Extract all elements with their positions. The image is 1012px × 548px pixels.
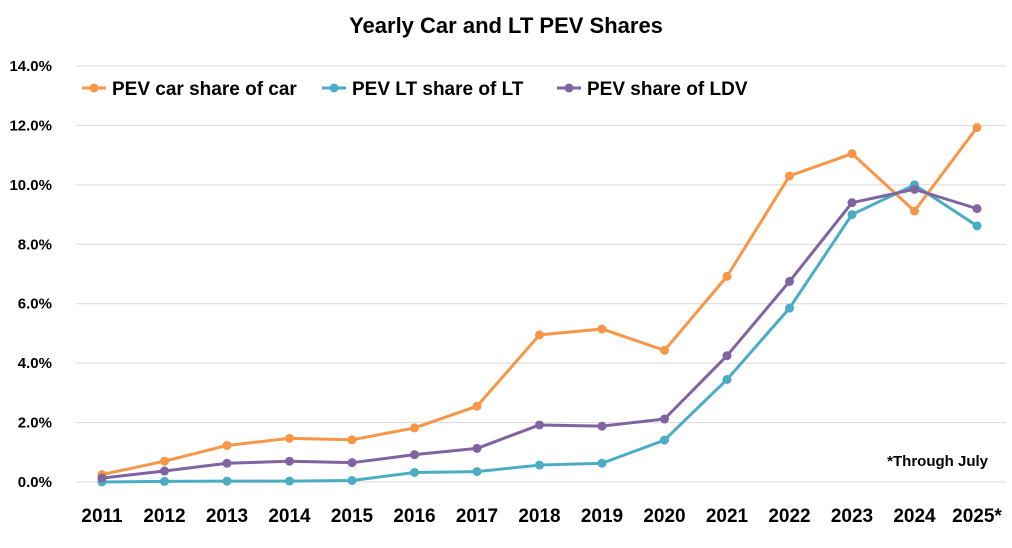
x-tick-label: 2016 <box>393 506 435 527</box>
legend-label: PEV LT share of LT <box>352 79 524 100</box>
chart-annotation: *Through July <box>887 453 988 470</box>
x-tick-label: 2015 <box>331 506 374 527</box>
y-tick-label: 2.0% <box>18 415 52 432</box>
data-point <box>285 433 294 443</box>
x-tick-label: 2012 <box>143 506 185 527</box>
legend-label: PEV share of LDV <box>587 79 748 100</box>
data-point <box>410 423 419 433</box>
data-point <box>97 473 107 483</box>
x-tick-label: 2013 <box>206 506 248 527</box>
legend-swatch-marker <box>564 83 574 93</box>
series-3 <box>97 184 982 483</box>
legend-item: PEV LT share of LT <box>322 79 524 100</box>
data-point <box>847 149 857 159</box>
x-tick-label: 2025* <box>952 506 1002 527</box>
x-axis-ticks: 2011 2012 2013 2014 2015 2016 2017 2018 2019 2020… <box>81 506 1002 527</box>
data-point <box>785 171 794 181</box>
y-tick-label: 4.0% <box>18 355 52 372</box>
data-point <box>785 303 794 313</box>
data-point <box>222 440 232 450</box>
legend-label: PEV car share of car <box>112 79 297 100</box>
data-point <box>597 421 607 431</box>
data-point <box>847 198 857 208</box>
data-point <box>660 414 669 424</box>
series-2 <box>97 180 982 487</box>
data-point <box>597 324 607 334</box>
x-tick-label: 2022 <box>768 506 810 527</box>
y-tick-label: 10.0% <box>9 177 52 194</box>
x-tick-label: 2011 <box>81 506 123 527</box>
x-tick-label: 2024 <box>893 506 936 527</box>
data-point <box>847 210 857 220</box>
data-point <box>910 206 919 216</box>
data-point <box>722 271 732 281</box>
x-tick-label: 2019 <box>581 506 623 527</box>
data-point <box>972 221 982 231</box>
y-tick-label: 0.0% <box>18 474 52 491</box>
x-tick-label: 2014 <box>268 506 311 527</box>
legend-swatch-marker <box>329 83 339 93</box>
legend: PEV car share of car PEV LT share of LT PE… <box>82 79 748 100</box>
x-tick-label: 2017 <box>456 506 498 527</box>
y-tick-label: 12.0% <box>9 117 52 134</box>
data-point <box>597 458 607 468</box>
legend-item: PEV car share of car <box>82 79 297 100</box>
series-layer <box>97 123 982 487</box>
data-point <box>722 374 732 384</box>
x-tick-label: 2023 <box>831 506 873 527</box>
data-point <box>222 458 232 468</box>
data-point <box>660 435 669 445</box>
data-point <box>535 420 544 430</box>
y-tick-label: 14.0% <box>9 58 52 75</box>
data-point <box>472 401 482 411</box>
y-tick-label: 8.0% <box>18 236 52 253</box>
data-point <box>972 204 982 214</box>
data-point <box>347 435 357 445</box>
data-point <box>285 456 294 466</box>
y-tick-label: 6.0% <box>18 296 52 313</box>
series-1 <box>97 123 982 480</box>
data-point <box>535 330 544 340</box>
data-point <box>410 467 419 477</box>
y-axis-ticks: 0.0% 2.0% 4.0% 6.0% 8.0% 10.0% 12.0% 14.0% <box>9 58 52 491</box>
data-point <box>472 467 482 477</box>
data-point <box>347 458 357 468</box>
data-point <box>160 456 169 466</box>
data-point <box>160 476 169 486</box>
data-point <box>535 460 544 470</box>
data-point <box>472 443 482 453</box>
x-tick-label: 2020 <box>643 506 685 527</box>
gridlines <box>76 65 1006 483</box>
data-point <box>347 476 357 486</box>
x-tick-label: 2018 <box>518 506 560 527</box>
x-tick-label: 2021 <box>706 506 749 527</box>
data-point <box>722 351 732 361</box>
legend-swatch-marker <box>89 83 99 93</box>
chart-title: Yearly Car and LT PEV Shares <box>349 13 663 38</box>
data-point <box>160 466 169 476</box>
data-point <box>222 476 232 486</box>
data-point <box>660 345 669 355</box>
data-point <box>410 450 419 460</box>
legend-item: PEV share of LDV <box>557 79 748 100</box>
data-point <box>285 476 294 486</box>
data-point <box>910 184 919 194</box>
data-point <box>785 276 794 286</box>
data-point <box>972 123 982 133</box>
